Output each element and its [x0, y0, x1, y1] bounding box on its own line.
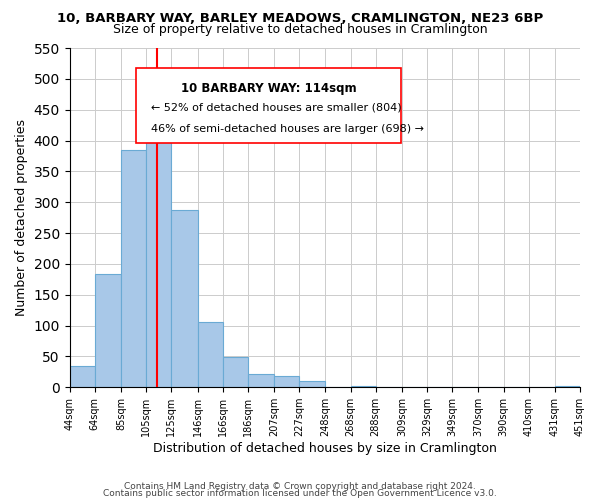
Bar	[223, 357, 248, 387]
Bar	[146, 104, 171, 387]
Bar	[197, 322, 223, 387]
Text: Size of property relative to detached houses in Cramlington: Size of property relative to detached ho…	[113, 22, 487, 36]
Text: Contains HM Land Registry data © Crown copyright and database right 2024.: Contains HM Land Registry data © Crown c…	[124, 482, 476, 491]
Bar	[248, 374, 274, 387]
Bar	[95, 274, 121, 387]
Bar	[121, 150, 146, 387]
Bar	[299, 381, 325, 387]
Text: 10 BARBARY WAY: 114sqm: 10 BARBARY WAY: 114sqm	[181, 82, 356, 95]
Bar	[274, 376, 299, 387]
FancyBboxPatch shape	[136, 68, 401, 143]
Bar	[171, 210, 197, 387]
Bar	[350, 386, 376, 387]
Text: 46% of semi-detached houses are larger (698) →: 46% of semi-detached houses are larger (…	[151, 124, 424, 134]
Y-axis label: Number of detached properties: Number of detached properties	[15, 119, 28, 316]
Bar	[70, 366, 95, 387]
X-axis label: Distribution of detached houses by size in Cramlington: Distribution of detached houses by size …	[153, 442, 497, 455]
Text: 10, BARBARY WAY, BARLEY MEADOWS, CRAMLINGTON, NE23 6BP: 10, BARBARY WAY, BARLEY MEADOWS, CRAMLIN…	[57, 12, 543, 26]
Bar	[555, 386, 580, 387]
Text: Contains public sector information licensed under the Open Government Licence v3: Contains public sector information licen…	[103, 488, 497, 498]
Text: ← 52% of detached houses are smaller (804): ← 52% of detached houses are smaller (80…	[151, 102, 402, 113]
